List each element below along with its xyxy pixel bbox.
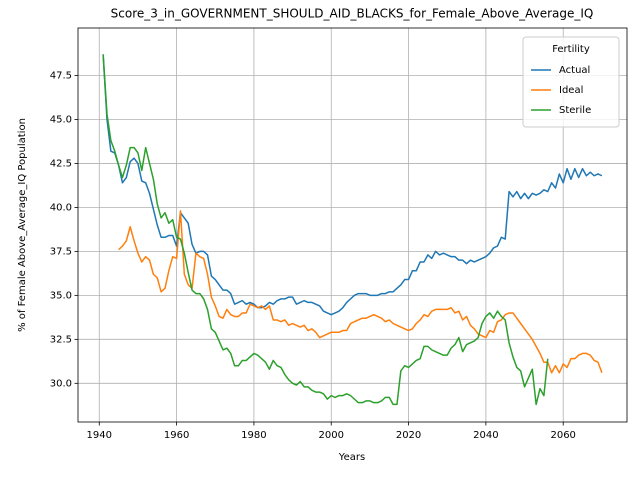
series-line [118, 210, 603, 374]
y-tick-label: 30.0 [50, 378, 72, 389]
legend-label: Ideal [559, 85, 583, 96]
y-tick-label: 32.5 [50, 334, 72, 345]
legend-label: Sterile [559, 105, 591, 116]
legend-title: Fertility [552, 44, 590, 55]
y-tick-label: 37.5 [50, 246, 72, 257]
y-axis-label: % of Female Above_Average_IQ Population [17, 118, 28, 332]
plot-frame [77, 27, 628, 423]
y-tick-label: 42.5 [50, 158, 72, 169]
x-tick-label: 2020 [396, 430, 421, 441]
y-tick-label: 40.0 [50, 202, 72, 213]
y-tick-label: 47.5 [50, 70, 72, 81]
series-line [102, 54, 603, 316]
x-tick-label: 2000 [319, 430, 344, 441]
x-axis-label: Years [338, 452, 365, 463]
series-line [102, 54, 549, 406]
x-tick-label: 1980 [241, 430, 266, 441]
chart-title: Score_3_in_GOVERNMENT_SHOULD_AID_BLACKS_… [111, 7, 594, 21]
x-tick-label: 1960 [164, 430, 189, 441]
x-tick-label: 2060 [550, 430, 575, 441]
x-tick-label: 1940 [87, 430, 112, 441]
y-tick-label: 35.0 [50, 290, 72, 301]
legend-label: Actual [559, 65, 590, 76]
legend-box [522, 36, 620, 128]
y-tick-label: 45.0 [50, 114, 72, 125]
x-tick-label: 2040 [473, 430, 498, 441]
